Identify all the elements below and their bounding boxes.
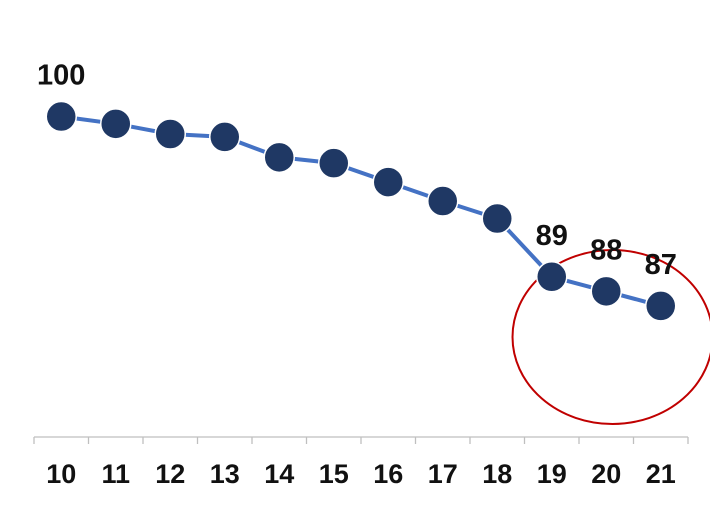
x-tick-label-13: 13 xyxy=(210,459,240,489)
data-point-15 xyxy=(318,147,350,179)
series-line xyxy=(61,114,662,308)
data-label-19: 89 xyxy=(536,220,568,252)
x-tick-label-17: 17 xyxy=(428,459,458,489)
data-point-18 xyxy=(481,202,513,235)
data-point-13 xyxy=(209,121,241,153)
x-axis xyxy=(33,436,689,444)
data-label-10: 100 xyxy=(37,60,85,92)
data-point-17 xyxy=(427,185,459,217)
x-tick-label-12: 12 xyxy=(155,459,185,489)
highlight-group xyxy=(511,249,710,425)
data-label-20: 88 xyxy=(590,234,622,266)
series-line-group xyxy=(61,114,662,308)
x-tick-label-20: 20 xyxy=(591,459,621,489)
highlight-ellipse xyxy=(511,249,710,425)
data-label-group: 100 89 88 87 xyxy=(37,60,677,281)
x-tick-label-10: 10 xyxy=(46,459,76,489)
data-point-14 xyxy=(263,141,295,174)
data-label-21: 87 xyxy=(645,249,677,281)
data-point-19 xyxy=(536,261,568,293)
x-tick-label-14: 14 xyxy=(264,459,294,489)
x-tick-label-group: 10 11 12 13 14 15 16 17 18 19 20 21 xyxy=(46,459,676,489)
data-point-10 xyxy=(45,100,77,133)
x-tick-label-15: 15 xyxy=(319,459,349,489)
x-tick-label-11: 11 xyxy=(101,459,130,489)
data-point-20 xyxy=(590,275,622,308)
x-tick-label-19: 19 xyxy=(537,459,567,489)
data-point-11 xyxy=(100,108,132,140)
x-tick-label-18: 18 xyxy=(482,459,512,489)
data-point-16 xyxy=(372,166,404,198)
marker-group xyxy=(45,100,677,322)
data-point-21 xyxy=(645,290,677,322)
data-point-12 xyxy=(154,118,186,150)
x-tick-label-21: 21 xyxy=(646,459,676,489)
x-tick-label-16: 16 xyxy=(373,459,403,489)
